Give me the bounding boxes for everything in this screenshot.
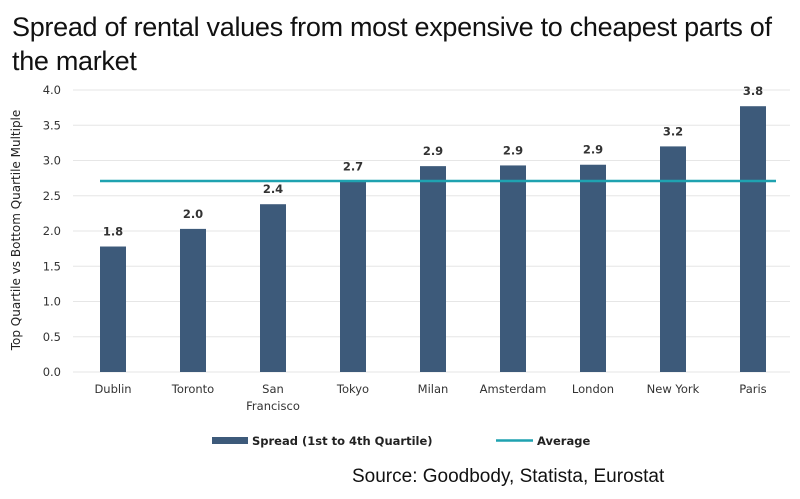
bar (340, 181, 366, 372)
chart-title: Spread of rental values from most expens… (12, 12, 772, 76)
y-tick-label: 1.5 (43, 259, 61, 273)
data-label: 2.9 (583, 143, 603, 157)
y-tick-label: 3.0 (43, 154, 61, 168)
data-label: 1.8 (103, 225, 123, 239)
data-label: 2.9 (423, 144, 443, 158)
data-label: 3.8 (743, 84, 763, 98)
x-tick-label: Tokyo (336, 382, 369, 396)
data-label: 2.7 (343, 160, 363, 174)
data-labels: 1.8 2.0 2.4 2.7 2.9 2.9 2.9 3.2 3.8 (103, 84, 763, 238)
bar (180, 228, 206, 372)
x-tick-label: Amsterdam (480, 382, 547, 396)
source-note: Source: Goodbody, Statista, Eurostat (352, 466, 665, 487)
x-tick-label-line: London (572, 382, 614, 396)
y-tick-label: 2.0 (43, 224, 61, 238)
data-label: 2.4 (263, 182, 283, 196)
x-tick-label-line: Francisco (246, 399, 300, 413)
legend-label-average: Average (537, 434, 590, 448)
x-tick-label: London (572, 382, 614, 396)
y-tick-label: 3.5 (43, 118, 61, 132)
bar (660, 146, 686, 372)
legend: Spread (1st to 4th Quartile) Average (212, 434, 590, 448)
bar (580, 164, 606, 372)
x-tick-label-line: Paris (739, 382, 766, 396)
x-tick-label: Toronto (171, 382, 214, 396)
bar (260, 204, 286, 372)
y-axis-label: Top Quartile vs Bottom Quartile Multiple (9, 110, 23, 352)
bar (500, 165, 526, 372)
bar (740, 106, 766, 372)
legend-label-spread: Spread (1st to 4th Quartile) (252, 434, 433, 448)
y-tick-label: 4.0 (43, 83, 61, 97)
bar (100, 246, 126, 372)
x-tick-label: New York (647, 382, 700, 396)
x-tick-label: Milan (418, 382, 449, 396)
x-tick-label-line: Milan (418, 382, 449, 396)
x-tick-label-line: Toronto (171, 382, 214, 396)
x-axis-labels: Dublin Toronto San Francisco Tokyo Milan Amste… (94, 382, 766, 413)
y-tick-label: 1.0 (43, 295, 61, 309)
x-tick-label: Paris (739, 382, 766, 396)
data-label: 3.2 (663, 124, 683, 138)
data-label: 2.9 (503, 143, 523, 157)
y-tick-label: 0.0 (43, 365, 61, 379)
x-tick-label-line: New York (647, 382, 700, 396)
data-label: 2.0 (183, 207, 203, 221)
x-tick-label-line: Amsterdam (480, 382, 547, 396)
bars (100, 106, 766, 372)
y-tick-label: 0.5 (43, 330, 61, 344)
legend-swatch-spread (212, 437, 248, 444)
x-tick-label-line: San (262, 382, 284, 396)
y-tick-label: 2.5 (43, 189, 61, 203)
x-tick-label: Dublin (94, 382, 131, 396)
y-axis-ticks: 0.0 0.5 1.0 1.5 2.0 2.5 3.0 3.5 4.0 (43, 83, 61, 379)
x-tick-label-line: Tokyo (336, 382, 369, 396)
x-tick-label: San Francisco (246, 382, 300, 413)
bar (420, 166, 446, 372)
x-tick-label-line: Dublin (94, 382, 131, 396)
